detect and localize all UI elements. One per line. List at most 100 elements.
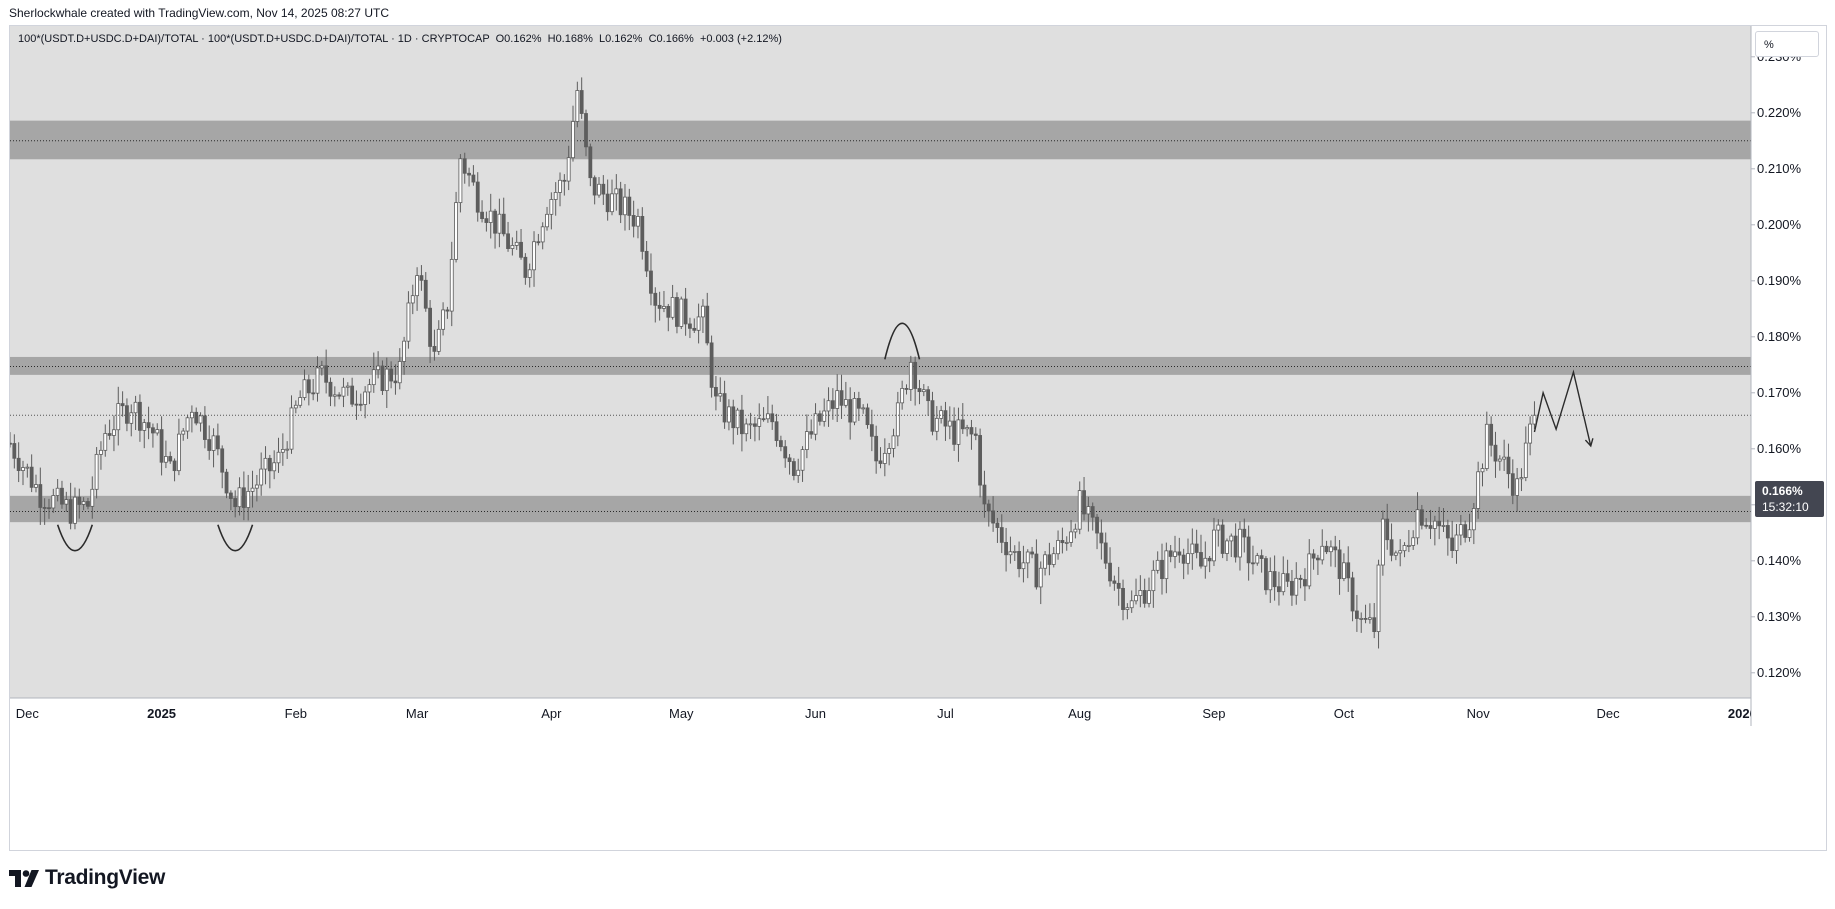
candle-body: [172, 460, 177, 472]
candle-body: [1173, 551, 1177, 557]
candle-body: [675, 297, 679, 327]
candle-body: [1506, 456, 1511, 475]
chart-credit: Sherlockwhale created with TradingView.c…: [9, 6, 389, 20]
candle-body: [1484, 423, 1489, 469]
candle-body: [536, 241, 541, 244]
time-axis[interactable]: Dec 2025 Feb Mar Apr May Jun Jul Aug Sep Oct Nov Dec…: [16, 706, 1757, 721]
candle-body: [77, 496, 82, 505]
time-axis-tick-label: 2026: [1728, 706, 1757, 721]
candle-body: [731, 406, 736, 429]
candle-body: [649, 270, 653, 294]
tradingview-brand[interactable]: TradingView: [9, 866, 165, 890]
candle-body: [869, 424, 874, 437]
candle-body: [475, 181, 480, 213]
candle-body: [636, 216, 640, 227]
candle-body: [770, 413, 775, 423]
price-axis-tick-label: 0.180%: [1757, 329, 1802, 344]
arc-up-drawing-3: [884, 322, 921, 360]
candle-body: [68, 499, 73, 524]
candle-body: [982, 484, 987, 505]
candle-body: [168, 456, 173, 462]
candle-body: [1134, 595, 1138, 602]
candle-body: [735, 409, 740, 429]
candle-body: [159, 429, 164, 463]
candle-body: [1528, 423, 1533, 444]
candle-body: [1272, 571, 1277, 588]
candle-body: [835, 390, 840, 409]
candle-body: [826, 400, 831, 412]
candle-body: [519, 241, 523, 258]
candle-body: [969, 427, 974, 435]
candle-body: [597, 183, 601, 196]
candle-body: [155, 429, 160, 434]
candle-body: [1480, 468, 1485, 473]
candle-body: [744, 423, 749, 435]
candle-body: [1008, 551, 1013, 556]
candle-body: [783, 446, 788, 459]
candle-body: [1393, 552, 1398, 556]
candle-body: [1112, 580, 1117, 584]
chart-panel[interactable]: 0.120%0.130%0.140%0.150%0.160%0.170%0.18…: [9, 25, 1827, 851]
legend-symbol: 100*(USDT.D+USDC.D+DAI)/TOTAL · 100*(USD…: [18, 33, 490, 45]
candle-body: [21, 467, 25, 471]
candle-body: [830, 400, 835, 409]
candle-body: [605, 193, 610, 213]
candle-body: [614, 188, 619, 195]
price-chart[interactable]: 0.120%0.130%0.140%0.150%0.160%0.170%0.18…: [10, 26, 1826, 850]
candle-body: [562, 179, 567, 182]
time-axis-tick-label: May: [669, 706, 694, 721]
candle-body: [47, 507, 51, 510]
last-price-label: 0.166% 15:32:10: [1755, 481, 1824, 517]
candle-body: [467, 172, 471, 176]
candle-body: [34, 484, 38, 488]
tradingview-wordmark: TradingView: [45, 866, 166, 889]
time-axis-tick-label: Jul: [937, 706, 954, 721]
candle-body: [415, 275, 419, 297]
tradingview-logo-icon: [9, 869, 39, 887]
candle-body: [488, 210, 493, 223]
candle-body: [527, 269, 532, 278]
candle-body: [579, 90, 584, 114]
candle-body: [1428, 525, 1433, 529]
candle-body: [683, 298, 688, 325]
candle-body: [1043, 554, 1047, 569]
candle-body: [233, 498, 238, 508]
price-axis[interactable]: 0.120%0.130%0.140%0.150%0.160%0.170%0.18…: [1751, 49, 1802, 680]
candle-body: [254, 484, 259, 489]
candle-body: [125, 405, 129, 424]
candle-body: [1255, 555, 1260, 564]
candle-body: [384, 368, 389, 392]
candle-body: [1077, 490, 1082, 530]
candle-body: [1242, 528, 1247, 538]
candle-body: [410, 295, 415, 304]
candle-body: [584, 113, 588, 148]
candle-body: [610, 193, 614, 213]
candle-body: [848, 399, 853, 423]
candle-body: [523, 256, 528, 278]
candle-body: [328, 381, 333, 397]
candle-body: [1064, 541, 1069, 544]
candle-body: [332, 394, 337, 397]
candle-body: [804, 431, 809, 451]
legend-high: H0.168%: [547, 33, 593, 45]
candle-body: [1406, 545, 1411, 547]
candle-body: [1207, 557, 1212, 562]
candle-body: [1138, 590, 1143, 596]
candle-body: [921, 389, 926, 393]
candle-body: [1316, 557, 1320, 561]
percent-scale-button[interactable]: %: [1755, 31, 1819, 57]
candle-body: [1324, 545, 1329, 553]
candle-body: [1515, 478, 1520, 496]
drawings-layer[interactable]: [56, 322, 1594, 552]
candle-body: [1285, 573, 1290, 582]
candle-body: [913, 361, 918, 389]
candle-body: [1190, 543, 1195, 555]
price-axis-tick-label: 0.140%: [1757, 553, 1802, 568]
candle-body: [289, 407, 294, 450]
candle-body: [133, 401, 138, 414]
candle-body: [566, 157, 571, 182]
candle-body: [1051, 553, 1056, 565]
candle-body: [1142, 590, 1147, 604]
candle-body: [757, 418, 762, 427]
price-axis-tick-label: 0.160%: [1757, 441, 1802, 456]
